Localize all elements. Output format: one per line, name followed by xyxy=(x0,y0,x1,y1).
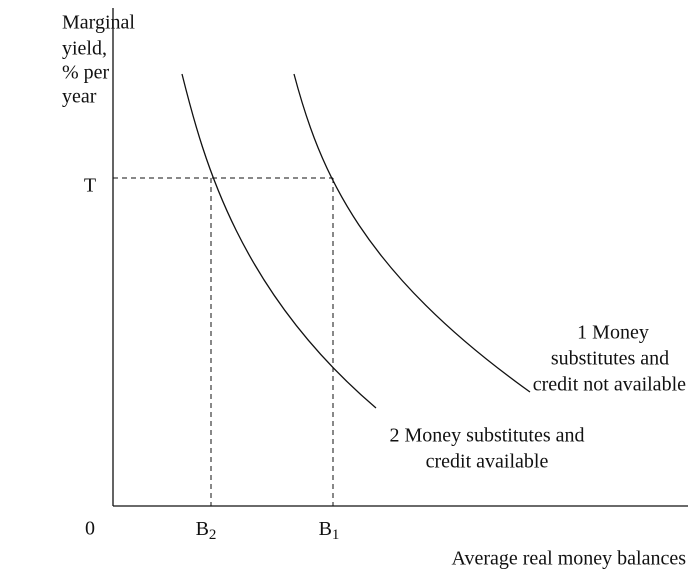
y-axis-label: yield, xyxy=(62,38,107,60)
x-axis-label: Average real money balances xyxy=(451,548,686,570)
curve-1 xyxy=(293,73,531,393)
y-axis-label: year xyxy=(62,86,97,108)
x-marker-base: B xyxy=(319,518,332,540)
origin: 0 xyxy=(85,518,95,540)
x-marker-sub: 2 xyxy=(209,527,217,543)
curve-2 xyxy=(181,73,377,409)
curve-label: substitutes and xyxy=(551,348,669,370)
y-axis-label: % per xyxy=(62,62,110,84)
x-marker: B1 xyxy=(319,518,340,544)
curve-label: 2 Money substitutes and xyxy=(390,425,585,447)
curve-label: credit not available xyxy=(533,374,686,396)
curve-label: 1 Money xyxy=(577,322,649,344)
curve-label: credit available xyxy=(426,451,549,473)
y-marker: T xyxy=(84,175,96,197)
x-marker-sub: 1 xyxy=(332,527,340,543)
x-marker-base: B xyxy=(196,518,209,540)
x-marker: B2 xyxy=(196,518,217,544)
y-axis-label: Marginal xyxy=(62,12,135,34)
